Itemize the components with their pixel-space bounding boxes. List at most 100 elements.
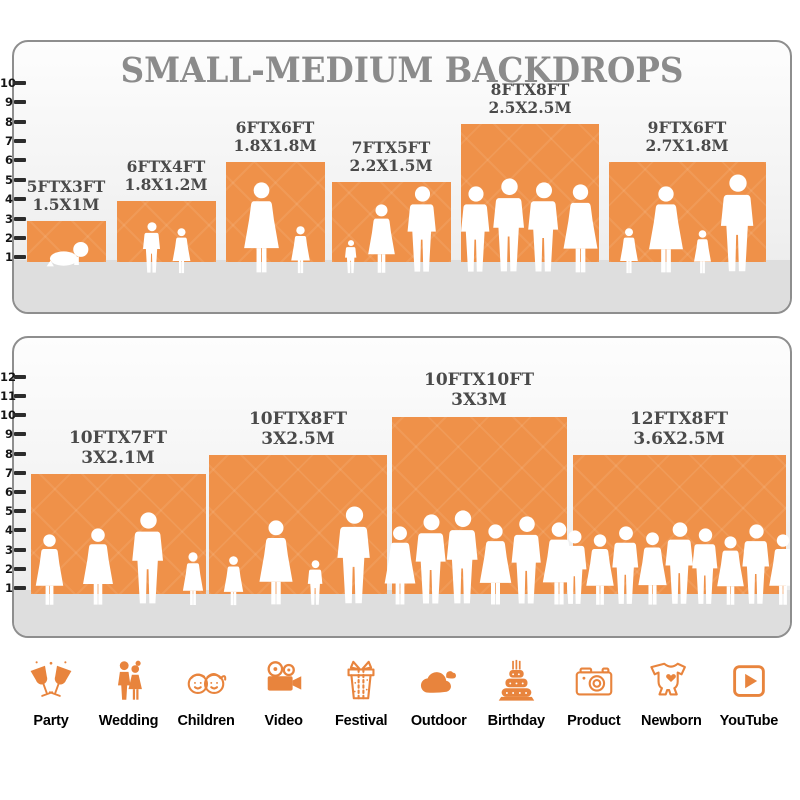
- wedding-couple-icon: [117, 660, 142, 700]
- backdrop-bar-12x8ft: [561, 455, 790, 605]
- ruler-tick: 1: [0, 250, 26, 264]
- ruler-tick: 2: [0, 231, 26, 245]
- size-label-m: 3X2.1M: [81, 448, 155, 468]
- photo-camera-icon: [575, 667, 613, 696]
- size-label-ft: 6FTX6FT: [235, 118, 315, 137]
- size-label-m: 1.8X1.2M: [124, 175, 208, 194]
- ruler-tick: 8: [0, 115, 26, 129]
- page-title: SMALL-MEDIUM BACKDROPS: [120, 50, 684, 91]
- backdrop-bar-9x6ft: [609, 162, 766, 274]
- category-outdoor: Outdoor: [406, 658, 472, 729]
- size-label: 8FTX8FT 2.5X2.5M: [488, 81, 571, 117]
- ruler-tick: 5: [0, 504, 26, 518]
- category-row: Party Wedding Children: [0, 658, 800, 729]
- baby-silhouette: [44, 241, 90, 267]
- backdrop-bar-6x6ft: [226, 162, 325, 274]
- size-label-ft: 6FTX4FT: [126, 157, 206, 176]
- category-label: Children: [177, 713, 235, 729]
- category-label: Video: [264, 713, 303, 729]
- size-label: 6FTX4FT 1.8X1.2M: [124, 158, 207, 194]
- category-label: Party: [33, 713, 69, 729]
- size-label-m: 1.5X1M: [32, 195, 100, 214]
- category-birthday: Birthday: [483, 658, 549, 729]
- ruler-tick: 4: [0, 523, 26, 537]
- ruler-tick: 3: [0, 543, 26, 557]
- size-label-ft: 9FTX6FT: [647, 118, 727, 137]
- category-product: Product: [561, 658, 627, 729]
- category-label: Newborn: [641, 713, 702, 729]
- video-camera-icon: [267, 661, 301, 691]
- ruler-tick: 12: [0, 370, 26, 384]
- backdrop-bar-10x8ft: [209, 455, 387, 606]
- category-label: Birthday: [487, 713, 545, 729]
- size-label-ft: 8FTX8FT: [490, 80, 570, 99]
- size-label: 5FTX3FT 1.5X1M: [27, 178, 106, 214]
- medium-backdrops-panel: 10FTX7FT 3X2.1M 10FTX8FT 3X2.5M 10FTX10F…: [12, 336, 792, 638]
- birthday-cake-icon: [499, 659, 535, 701]
- size-label: 9FTX6FT 2.7X1.8M: [645, 119, 728, 155]
- category-children: Children: [173, 658, 239, 729]
- size-label-m: 2.2X1.5M: [349, 156, 433, 175]
- children-faces-icon: [187, 673, 227, 695]
- crowd-silhouettes: [560, 522, 790, 606]
- ruler-tick: 4: [0, 192, 26, 206]
- size-label: 12FTX8FT 3.6X2.5M: [630, 409, 728, 449]
- figures-silhouettes: [32, 512, 205, 606]
- ruler-tick: 1: [0, 581, 26, 595]
- backdrop-bar-10x10ft: [384, 417, 575, 605]
- children-silhouettes: [141, 222, 192, 274]
- ruler-tick: 10: [0, 76, 26, 90]
- category-video: Video: [251, 658, 317, 729]
- category-label: Product: [567, 713, 621, 729]
- family-silhouettes: [344, 186, 440, 274]
- category-festival: Festival: [328, 658, 394, 729]
- size-label-ft: 7FTX5FT: [351, 138, 431, 157]
- size-label-m: 3.6X2.5M: [633, 429, 725, 449]
- ruler-tick: 11: [0, 389, 26, 403]
- ruler-tick: 7: [0, 134, 26, 148]
- family-silhouettes: [222, 506, 375, 606]
- size-label-m: 3X3M: [451, 390, 507, 410]
- category-label: Outdoor: [410, 713, 467, 729]
- size-label: 6FTX6FT 1.8X1.8M: [233, 119, 316, 155]
- ruler-tick: 9: [0, 427, 26, 441]
- adults-silhouettes: [459, 178, 602, 274]
- category-label: Wedding: [98, 713, 159, 729]
- ruler-tick: 8: [0, 447, 26, 461]
- size-label-m: 1.8X1.8M: [233, 136, 317, 155]
- ruler-tick: 7: [0, 466, 26, 480]
- category-label: YouTube: [719, 713, 779, 729]
- ruler-tick: 3: [0, 212, 26, 226]
- group-silhouettes: [381, 510, 579, 606]
- backdrop-bar-6x4ft: [117, 201, 216, 274]
- backdrop-bar-8x8ft: [461, 124, 599, 273]
- ruler-tick: 10: [0, 408, 26, 422]
- baby-onesie-icon: [650, 662, 687, 696]
- size-label-ft: 5FTX3FT: [26, 177, 106, 196]
- category-youtube: YouTube: [716, 658, 782, 729]
- size-label-ft: 10FTX7FT: [68, 428, 168, 448]
- category-newborn: Newborn: [638, 658, 704, 729]
- ruler-tick: 2: [0, 562, 26, 576]
- size-label: 10FTX10FT 3X3M: [424, 370, 534, 410]
- size-label-m: 3X2.5M: [261, 429, 335, 449]
- backdrop-bar-5x3ft: [27, 221, 106, 267]
- size-label-m: 2.7X1.8M: [645, 136, 729, 155]
- family-silhouettes: [618, 174, 758, 274]
- category-label: Festival: [334, 713, 388, 729]
- category-party: Party: [18, 658, 84, 729]
- size-label-ft: 10FTX10FT: [424, 370, 534, 390]
- small-backdrops-panel: SMALL-MEDIUM BACKDROPS: [12, 40, 792, 314]
- clouds-icon: [420, 671, 456, 693]
- size-label: 7FTX5FT 2.2X1.5M: [349, 139, 432, 175]
- size-label: 10FTX7FT 3X2.1M: [69, 428, 167, 468]
- ruler-tick: 9: [0, 95, 26, 109]
- ruler-tick: 6: [0, 153, 26, 167]
- size-label-ft: 10FTX8FT: [248, 409, 348, 429]
- size-label-m: 2.5X2.5M: [488, 98, 572, 117]
- size-label-ft: 12FTX8FT: [629, 409, 729, 429]
- category-wedding: Wedding: [96, 658, 162, 729]
- ruler-tick: 5: [0, 173, 26, 187]
- youtube-play-icon: [733, 665, 765, 697]
- party-glasses-icon: [30, 661, 72, 697]
